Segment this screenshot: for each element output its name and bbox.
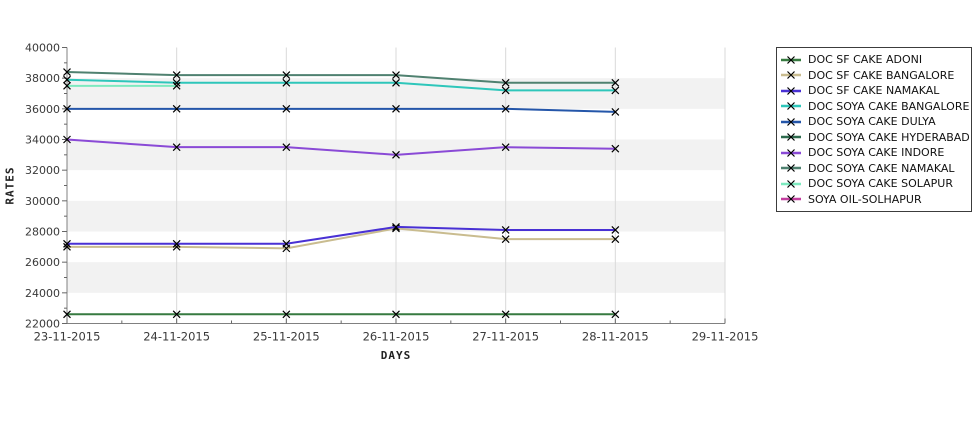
data-marker-x-icon [611,144,620,153]
y-tick-label: 22000 [25,318,60,331]
data-marker-x-icon [392,150,400,159]
data-marker-x-icon [501,310,510,319]
data-marker-x-icon [611,86,620,95]
y-axis-title: RATES [3,166,17,205]
data-marker-x-icon [611,226,620,234]
data-marker-x-icon [282,104,291,113]
y-tick-label: 28000 [25,226,60,239]
legend-item: DOC SOYA CAKE BANGALORE [781,99,970,114]
series-line [66,78,616,92]
y-tick-label: 38000 [25,72,60,85]
data-marker-x-icon [63,81,71,90]
y-tick-label: 30000 [25,195,60,208]
data-marker-x-icon [282,78,291,87]
legend-marker-icon [781,195,801,204]
legend-item: DOC SF CAKE ADONI [781,52,967,67]
legend-item: DOC SF CAKE NAMAKAL [781,83,967,98]
legend-item: DOC SOYA CAKE NAMAKAL [781,161,967,176]
x-tick-label: 28-11-2015 [582,330,649,344]
legend-item: DOC SOYA CAKE INDORE [781,145,967,160]
legend-item-label: DOC SF CAKE BANGALORE [808,68,955,82]
legend-marker-icon [781,179,801,188]
legend-item: DOC SOYA CAKE HYDERABAD [781,130,970,145]
data-marker-x-icon [611,78,620,87]
legend-item-label: DOC SF CAKE NAMAKAL [808,84,940,98]
data-marker-x-icon [63,239,71,248]
x-tick-label: 27-11-2015 [472,330,539,344]
data-marker-x-icon [63,310,71,319]
legend-marker-icon [781,71,801,79]
series-line [66,71,616,84]
data-marker-x-icon [501,235,510,244]
data-marker-x-icon [282,310,291,319]
data-marker-x-icon [392,78,400,87]
legend-item-label: SOYA OIL-SOLHAPUR [808,192,922,206]
legend-item-label: DOC SOYA CAKE NAMAKAL [808,161,955,175]
data-marker-x-icon [501,226,510,234]
y-tick-label: 36000 [25,103,60,116]
x-axis-title: DAYS [380,349,412,362]
legend-item: DOC SOYA CAKE DULYA [781,114,967,129]
data-marker-x-icon [172,239,181,248]
data-marker-x-icon [63,104,71,113]
legend-marker-icon [781,55,801,64]
data-marker-x-icon [172,104,181,113]
legend-marker-icon [781,86,801,95]
legend-item-label: DOC SOYA CAKE DULYA [808,115,936,129]
data-marker-x-icon [172,71,181,80]
legend-item-label: DOC SOYA CAKE INDORE [808,146,945,160]
data-marker-x-icon [392,104,400,113]
data-marker-x-icon [392,71,400,80]
data-marker-x-icon [172,143,181,152]
legend-item: DOC SOYA CAKE SOLAPUR [781,176,967,191]
y-tick-label: 40000 [25,42,60,55]
series-line [67,107,616,113]
data-marker-x-icon [611,235,620,244]
data-marker-x-icon [501,143,510,152]
legend-marker-icon [781,133,801,142]
legend-item: DOC SF CAKE BANGALORE [781,68,967,83]
legend-item-label: DOC SF CAKE ADONI [808,53,923,66]
legend-marker-icon [781,117,801,126]
series-line [67,227,616,250]
data-marker-x-icon [63,75,71,84]
data-marker-x-icon [63,68,71,76]
legend-marker-icon [781,102,801,111]
legend-marker-icon [781,164,801,173]
legend-item-label: DOC SOYA CAKE HYDERABAD [808,130,970,144]
legend-marker-icon [781,148,801,157]
data-marker-x-icon [282,239,291,248]
data-marker-x-icon [611,107,620,116]
data-marker-x-icon [282,143,291,152]
x-tick-label: 24-11-2015 [143,330,210,344]
series-line [66,138,616,156]
data-marker-x-icon [282,71,291,80]
data-marker-x-icon [392,310,400,319]
data-marker-x-icon [392,222,400,231]
data-marker-x-icon [501,104,510,113]
data-marker-x-icon [501,78,510,87]
legend-item-label: DOC SOYA CAKE SOLAPUR [808,177,953,191]
legend-item: SOYA OIL-SOLHAPUR [781,192,967,207]
y-tick-label: 24000 [25,287,60,300]
y-tick-label: 26000 [25,256,60,269]
x-tick-label: 26-11-2015 [363,330,430,344]
x-tick-label: 23-11-2015 [34,330,101,344]
y-tick-label: 32000 [25,164,60,177]
data-marker-x-icon [172,310,181,319]
data-marker-x-icon [63,135,71,144]
y-tick-label: 34000 [25,134,60,147]
series-line [67,225,616,245]
x-tick-label: 29-11-2015 [692,330,759,344]
data-marker-x-icon [501,86,510,95]
data-marker-x-icon [172,81,181,90]
x-tick-label: 25-11-2015 [253,330,320,344]
data-marker-x-icon [611,310,620,319]
chart-legend: DOC SF CAKE ADONI DOC SF CAKE BANGALORE DO… [776,47,972,212]
legend-item-label: DOC SOYA CAKE BANGALORE [808,99,970,113]
